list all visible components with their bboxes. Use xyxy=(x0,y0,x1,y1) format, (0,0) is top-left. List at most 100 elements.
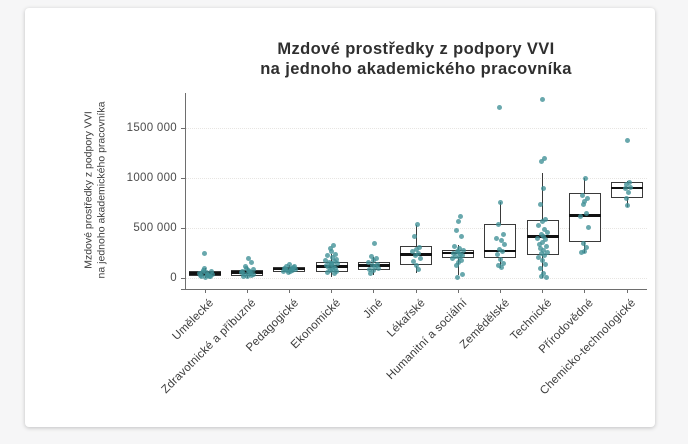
y-tick-mark xyxy=(181,177,185,179)
jitter-point xyxy=(544,275,550,281)
jitter-point xyxy=(413,247,419,253)
jitter-point xyxy=(543,237,549,243)
jitter-point xyxy=(292,267,298,273)
jitter-point xyxy=(537,242,543,248)
jitter-point xyxy=(623,181,629,187)
gridline xyxy=(185,128,647,129)
jitter-point xyxy=(460,247,466,253)
y-tick-label: 1500 000 xyxy=(126,122,177,134)
jitter-point xyxy=(250,271,256,277)
jitter-point xyxy=(538,202,544,208)
jitter-point xyxy=(543,217,549,223)
x-tick-mark xyxy=(246,289,248,293)
jitter-point xyxy=(496,247,502,253)
jitter-point xyxy=(329,249,335,255)
jitter-point xyxy=(582,249,588,255)
gridline xyxy=(185,178,647,179)
jitter-point xyxy=(495,221,501,227)
jitter-point xyxy=(415,251,421,257)
jitter-point xyxy=(622,186,628,192)
jitter-point xyxy=(286,262,292,268)
jitter-point xyxy=(542,155,548,161)
jitter-point xyxy=(624,137,630,143)
jitter-point xyxy=(332,259,338,265)
y-tick-label: 1000 000 xyxy=(126,172,177,184)
x-axis-label: Jiné xyxy=(361,297,386,321)
jitter-point xyxy=(451,244,457,250)
jitter-point xyxy=(453,263,459,269)
whisker-lower xyxy=(542,254,544,278)
plot-panel: 0 500 000 1000 000 1500 000 Umělecké Zdravotn… xyxy=(25,8,688,444)
axis-line-x xyxy=(181,289,647,290)
chart-title: Mzdové prostředky z podpory VVI na jedno… xyxy=(185,39,647,79)
jitter-point xyxy=(540,97,546,102)
jitter-point xyxy=(500,232,506,238)
jitter-point xyxy=(623,196,629,202)
jitter-point xyxy=(497,257,503,262)
jitter-point xyxy=(538,246,544,252)
jitter-point xyxy=(583,175,589,181)
jitter-point xyxy=(585,196,591,202)
jitter-point xyxy=(207,273,213,279)
jitter-point xyxy=(545,230,551,236)
jitter-point xyxy=(450,251,456,257)
jitter-point xyxy=(538,266,544,272)
jitter-point xyxy=(501,242,507,248)
jitter-point xyxy=(581,241,587,247)
jitter-point xyxy=(579,250,585,256)
jitter-point xyxy=(544,244,550,250)
jitter-point xyxy=(543,262,549,268)
jitter-point xyxy=(580,193,586,199)
jitter-point xyxy=(372,240,378,246)
jitter-point xyxy=(245,267,251,273)
jitter-point xyxy=(455,218,461,224)
jitter-point xyxy=(330,255,336,261)
jitter-point xyxy=(371,268,377,274)
jitter-point xyxy=(417,256,423,262)
jitter-point xyxy=(497,199,503,205)
jitter-point xyxy=(542,227,548,233)
jitter-point xyxy=(449,256,455,262)
jitter-point xyxy=(540,258,546,264)
chart-title-line-1: Mzdové prostředky z podpory VVI xyxy=(277,40,555,58)
jitter-point xyxy=(325,253,331,259)
jitter-point xyxy=(375,261,381,267)
jitter-point xyxy=(199,270,205,276)
jitter-point xyxy=(250,267,256,273)
x-tick-mark xyxy=(373,289,375,293)
jitter-point xyxy=(584,211,590,217)
jitter-point xyxy=(625,190,631,195)
jitter-point xyxy=(453,227,459,233)
jitter-point xyxy=(369,254,375,259)
jitter-point xyxy=(366,260,372,266)
y-tick-label: 0 xyxy=(170,272,177,284)
x-tick-mark xyxy=(415,289,417,293)
jitter-point xyxy=(624,203,630,209)
jitter-point xyxy=(410,259,416,265)
jitter-point xyxy=(244,274,250,280)
jitter-point xyxy=(323,258,329,264)
jitter-point xyxy=(500,260,506,266)
jitter-point xyxy=(373,264,379,270)
jitter-point xyxy=(458,234,464,240)
whisker-lower xyxy=(626,198,628,207)
jitter-point xyxy=(331,242,337,248)
jitter-point xyxy=(413,263,419,269)
x-tick-mark xyxy=(626,289,628,293)
jitter-point xyxy=(326,265,332,271)
jitter-point xyxy=(540,219,546,225)
jitter-point xyxy=(541,233,547,239)
chart-card: Mzdové prostředky z podpory VVI na jedno… xyxy=(25,8,655,427)
jitter-point xyxy=(329,260,335,266)
jitter-point xyxy=(541,185,547,191)
jitter-point xyxy=(285,269,291,275)
jitter-point xyxy=(332,271,338,277)
jitter-point xyxy=(539,159,545,164)
y-tick-mark xyxy=(181,277,185,279)
jitter-point xyxy=(367,266,373,272)
x-tick-mark xyxy=(584,289,586,293)
jitter-point xyxy=(541,271,547,277)
jitter-point xyxy=(540,240,546,246)
jitter-point xyxy=(370,262,376,268)
jitter-point xyxy=(412,253,418,259)
